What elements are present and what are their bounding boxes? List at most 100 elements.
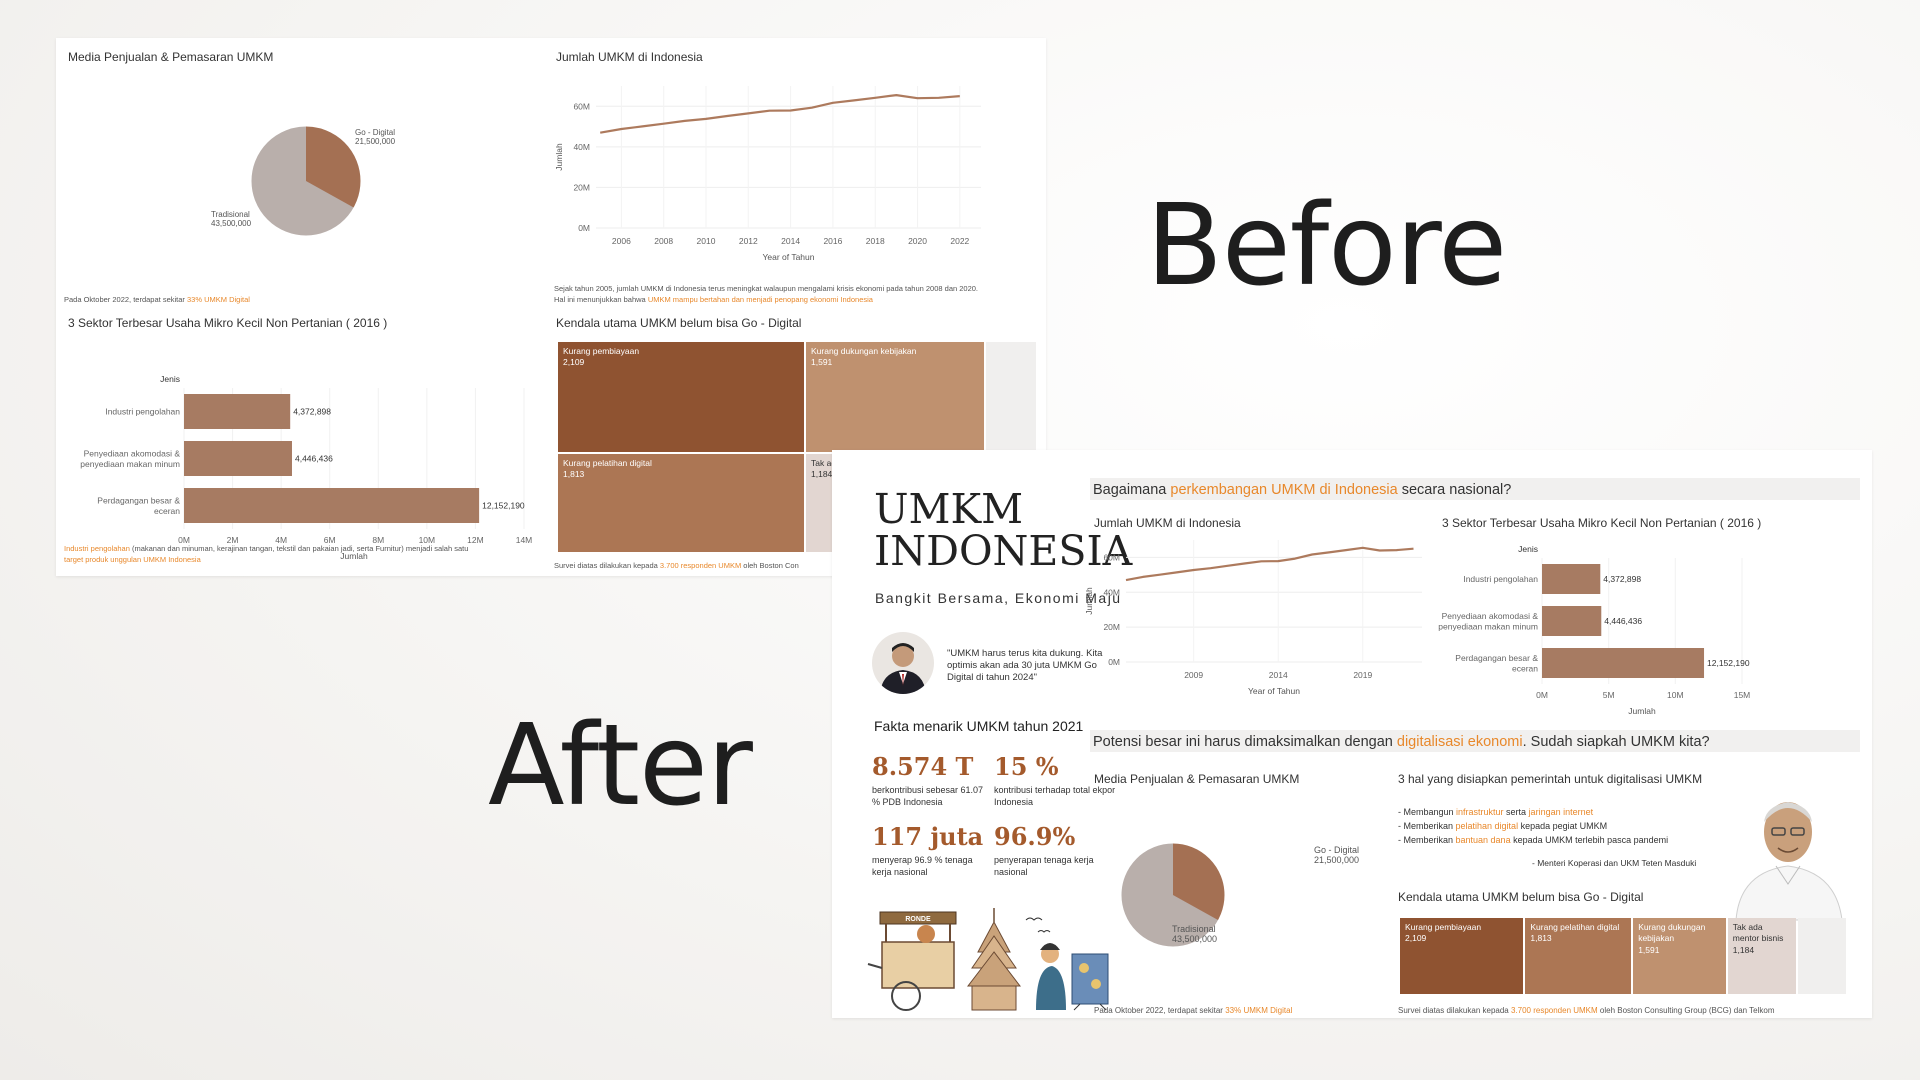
bar-x-tick: 4M xyxy=(275,535,287,545)
before-line-title: Jumlah UMKM di Indonesia xyxy=(556,50,703,64)
line-x-tick: 2014 xyxy=(781,236,800,246)
bar-x-tick: 2M xyxy=(227,535,239,545)
bar-value-label: 4,372,898 xyxy=(1603,574,1641,584)
line-x-tick: 2022 xyxy=(950,236,969,246)
bar-rect xyxy=(184,394,291,429)
treemap-cell-value: 1,591 xyxy=(811,357,833,368)
bar-category-label: penyediaan makan minum xyxy=(80,459,180,469)
line-y-tick: 20M xyxy=(573,182,590,192)
before-pie-note: Pada Oktober 2022, terdapat sekitar 33% … xyxy=(64,295,250,304)
minister-portrait xyxy=(1735,802,1843,921)
after-treemap: Kurang pembiayaan 2,109 Kurang pelatihan d… xyxy=(1400,918,1846,994)
before-pie-title: Media Penjualan & Pemasaran UMKM xyxy=(68,50,274,64)
fact-item: 96.9% penyerapan tenaga kerja nasional xyxy=(994,822,1094,877)
pie-slice-go-digital xyxy=(306,126,361,208)
after-line-title: Jumlah UMKM di Indonesia xyxy=(1094,516,1241,530)
line-series xyxy=(600,94,960,134)
bar-header: Jenis xyxy=(160,374,180,384)
line-x-tick: 2018 xyxy=(866,236,885,246)
bar-header: Jenis xyxy=(1518,544,1538,554)
line-x-tick: 2006 xyxy=(612,236,631,246)
line-y-tick: 0M xyxy=(578,223,590,233)
treemap-cell: Kurang pelatihan digital 1,813 xyxy=(1525,918,1632,994)
bar-category-label: Industri pengolahan xyxy=(105,407,180,417)
treemap-cell xyxy=(1798,918,1846,994)
line-x-tick: 2020 xyxy=(908,236,927,246)
gov-title: 3 hal yang disiapkan pemerintah untuk di… xyxy=(1398,772,1703,786)
after-pie-title: Media Penjualan & Pemasaran UMKM xyxy=(1094,772,1300,786)
question-2: Potensi besar ini harus dimaksimalkan de… xyxy=(1093,734,1710,750)
bar-x-axis-label: Jumlah xyxy=(1628,706,1656,716)
bar-rect xyxy=(1542,606,1602,636)
bar-x-tick: 8M xyxy=(372,535,384,545)
president-avatar xyxy=(872,632,934,694)
before-bar-note: Industri pengolahan (makanan dan minuman… xyxy=(64,544,469,565)
before-treemap-title: Kendala utama UMKM belum bisa Go - Digit… xyxy=(556,316,802,330)
bar-category-label: Penyediaan akomodasi & xyxy=(1442,611,1539,621)
line-y-tick: 40M xyxy=(573,142,590,152)
line-x-tick: 2012 xyxy=(739,236,758,246)
gov-item: - Membangun infrastruktur serta jaringan… xyxy=(1398,807,1594,817)
line-x-tick: 2008 xyxy=(654,236,673,246)
bar-x-tick: 0M xyxy=(178,535,190,545)
facts-title: Fakta menarik UMKM tahun 2021 xyxy=(874,718,1084,734)
after-treemap-note: Survei diatas dilakukan kepada 3.700 res… xyxy=(1398,1006,1775,1015)
after-bar-chart: Jenis 0M 5M 10M 15M 4,372,898 Industri pengola… xyxy=(1438,544,1751,716)
gov-item: - Memberikan pelatihan digital kepada pe… xyxy=(1398,821,1608,831)
line-x-axis-label: Year of Tahun xyxy=(1248,686,1300,696)
bar-category-label: Perdagangan besar & xyxy=(1455,653,1538,663)
gov-list: - Membangun infrastruktur serta jaringan… xyxy=(1398,805,1668,847)
treemap-cell-label: Kurang dukungan kebijakan xyxy=(1638,922,1706,944)
line-y-tick: 60M xyxy=(1103,552,1120,562)
bar-category-label: penyediaan makan minum xyxy=(1438,621,1538,631)
brand-tagline: Bangkit Bersama, Ekonomi Maju xyxy=(875,590,1122,606)
bar-x-tick: 0M xyxy=(1536,690,1548,700)
line-y-axis-label: Jumlah xyxy=(554,143,564,171)
umkm-illustration: RONDE xyxy=(867,908,1109,1011)
treemap-cell-label: Kurang dukungan kebijakan xyxy=(811,346,917,356)
treemap-cell-value: 1,184 xyxy=(811,469,833,480)
treemap-cell: Kurang pembiayaan 2,109 xyxy=(558,342,804,452)
treemap-cell: Kurang dukungan kebijakan 1,591 xyxy=(806,342,984,452)
line-x-tick: 2010 xyxy=(697,236,716,246)
bar-x-tick: 14M xyxy=(516,535,533,545)
question-bar-1 xyxy=(1090,478,1860,500)
bar-x-tick: 5M xyxy=(1603,690,1615,700)
bar-x-tick: 6M xyxy=(324,535,336,545)
before-bar-chart: Jenis 0M 2M 4M 6M 8M 10M 12M 14M 4,372,898 Industr… xyxy=(80,374,532,561)
after-label: After xyxy=(488,701,753,831)
after-pie-digital-label: Go - Digital 21,500,000 xyxy=(1314,845,1360,865)
after-pie-chart xyxy=(1120,842,1226,948)
bar-value-label: 12,152,190 xyxy=(1707,658,1750,668)
after-pie-note: Pada Oktober 2022, terdapat sekitar 33% … xyxy=(1094,1006,1293,1015)
line-x-tick: 2016 xyxy=(823,236,842,246)
gov-item: - Memberikan bantuan dana kepada UMKM te… xyxy=(1398,835,1669,845)
treemap-cell: Kurang dukungan kebijakan 1,591 xyxy=(1633,918,1726,994)
treemap-cell-value: 1,184 xyxy=(1732,944,1755,955)
treemap-cell-label: Kurang pelatihan digital xyxy=(1530,922,1620,932)
treemap-cell-label: Kurang pelatihan digital xyxy=(563,458,652,468)
pie-slice-go-digital xyxy=(1173,843,1225,921)
bar-value-label: 4,446,436 xyxy=(295,454,333,464)
cart-sign: RONDE xyxy=(905,916,931,923)
before-line-chart: 0M 20M 40M 60M 2006 2008 2010 2012 2014 2016 2018 2… xyxy=(554,86,981,262)
bar-category-label: Perdagangan besar & xyxy=(97,495,180,505)
gov-source: - Menteri Koperasi dan UKM Teten Masduki xyxy=(1532,858,1697,868)
bar-x-tick: 15M xyxy=(1734,690,1751,700)
bar-x-tick: 10M xyxy=(419,535,436,545)
fact-item: 15 % kontribusi terhadap total ekpor Ind… xyxy=(994,752,1116,807)
bar-x-tick: 12M xyxy=(467,535,484,545)
treemap-cell-value: 2,109 xyxy=(563,357,585,368)
line-y-tick: 60M xyxy=(573,101,590,111)
line-y-tick: 40M xyxy=(1103,587,1120,597)
after-pie-trad-label: Tradisional 43,500,000 xyxy=(1172,924,1218,944)
question-bar-2 xyxy=(1090,730,1860,752)
before-treemap-note: Survei diatas dilakukan kepada 3.700 res… xyxy=(554,561,799,570)
bar-rect xyxy=(184,441,292,476)
treemap-cell-value: 2,109 xyxy=(1405,933,1427,944)
line-y-axis-label: Jumlah xyxy=(1084,587,1094,615)
after-line-chart: 0M 20M 40M 60M 2009 2014 2019 Jumlah Year of Tah… xyxy=(1084,540,1422,696)
after-dashboard: UMKM INDONESIA Bangkit Bersama, Ekonomi M… xyxy=(832,450,1872,1018)
bar-category-label: Penyediaan akomodasi & xyxy=(84,448,181,458)
